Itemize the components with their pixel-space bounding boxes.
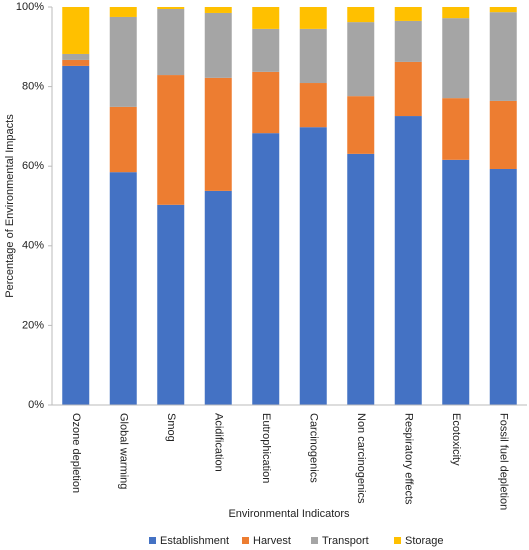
bar-segment — [299, 127, 327, 406]
x-tick-label: Non carcinogenics — [355, 413, 367, 504]
legend-label: Transport — [322, 535, 369, 547]
x-tick-label: Ecotoxicity — [450, 413, 462, 466]
x-axis-title: Environmental Indicators — [228, 508, 350, 520]
bar-segment — [347, 22, 375, 97]
bar-segment — [442, 18, 470, 99]
x-tick-label: Global warming — [117, 413, 129, 489]
y-tick-label: 40% — [22, 240, 44, 252]
bar-segment — [347, 153, 375, 405]
x-tick-label: Eutrophication — [260, 413, 272, 483]
bar-segment — [489, 7, 517, 13]
bar-segment — [394, 61, 422, 117]
x-tick-label: Smog — [165, 413, 177, 442]
bar-segment — [204, 12, 232, 78]
bar-segment — [489, 12, 517, 101]
bar-segment — [299, 7, 327, 29]
y-tick-label: 60% — [22, 160, 44, 172]
bar-segment — [299, 28, 327, 84]
bar-segment — [109, 172, 137, 405]
legend-swatch — [149, 537, 156, 544]
legend-swatch — [311, 537, 318, 544]
y-tick-label: 80% — [22, 81, 44, 93]
bar-segment — [157, 75, 185, 205]
bar-segment — [252, 28, 280, 72]
bar-segment — [347, 96, 375, 154]
bar-segment — [109, 7, 137, 17]
bar-segment — [394, 7, 422, 21]
bar-segment — [62, 59, 90, 66]
bar-segment — [62, 7, 90, 54]
bar-segment — [442, 98, 470, 160]
legend-swatch — [394, 537, 401, 544]
bar-segment — [252, 133, 280, 405]
bar-segment — [62, 53, 90, 60]
bar-segment — [62, 65, 90, 406]
y-tick-label: 0% — [28, 399, 44, 411]
bar-segment — [204, 7, 232, 13]
y-axis-title: Percentage of Environmental Impacts — [4, 114, 16, 298]
x-tick-label: Acidification — [212, 413, 224, 472]
bar-segment — [442, 7, 470, 19]
bar-segment — [157, 7, 185, 9]
legend-swatch — [242, 537, 249, 544]
y-tick-label: 20% — [22, 319, 44, 331]
bar-segment — [109, 16, 137, 107]
bar-segment — [204, 77, 232, 191]
legend-label: Storage — [405, 535, 444, 547]
bar-segment — [157, 8, 185, 76]
bar-segment — [347, 7, 375, 23]
y-tick-label: 100% — [16, 1, 44, 13]
bar-segment — [109, 106, 137, 173]
bar-segment — [252, 7, 280, 29]
x-tick-label: Ozone depletion — [70, 413, 82, 493]
x-tick-label: Fossil fuel depletion — [497, 413, 509, 510]
bar-segment — [394, 116, 422, 405]
bar-segment — [489, 168, 517, 405]
bar-segment — [442, 159, 470, 405]
x-tick-label: Carcinogenics — [307, 413, 319, 483]
bar-segment — [299, 83, 327, 128]
x-tick-label: Respiratory effects — [402, 413, 414, 505]
legend-label: Establishment — [160, 535, 229, 547]
legend-label: Harvest — [253, 535, 291, 547]
bar-segment — [394, 20, 422, 62]
bar-segment — [252, 71, 280, 134]
bar-segment — [489, 100, 517, 169]
bar-segment — [157, 204, 185, 405]
bar-segment — [204, 190, 232, 405]
